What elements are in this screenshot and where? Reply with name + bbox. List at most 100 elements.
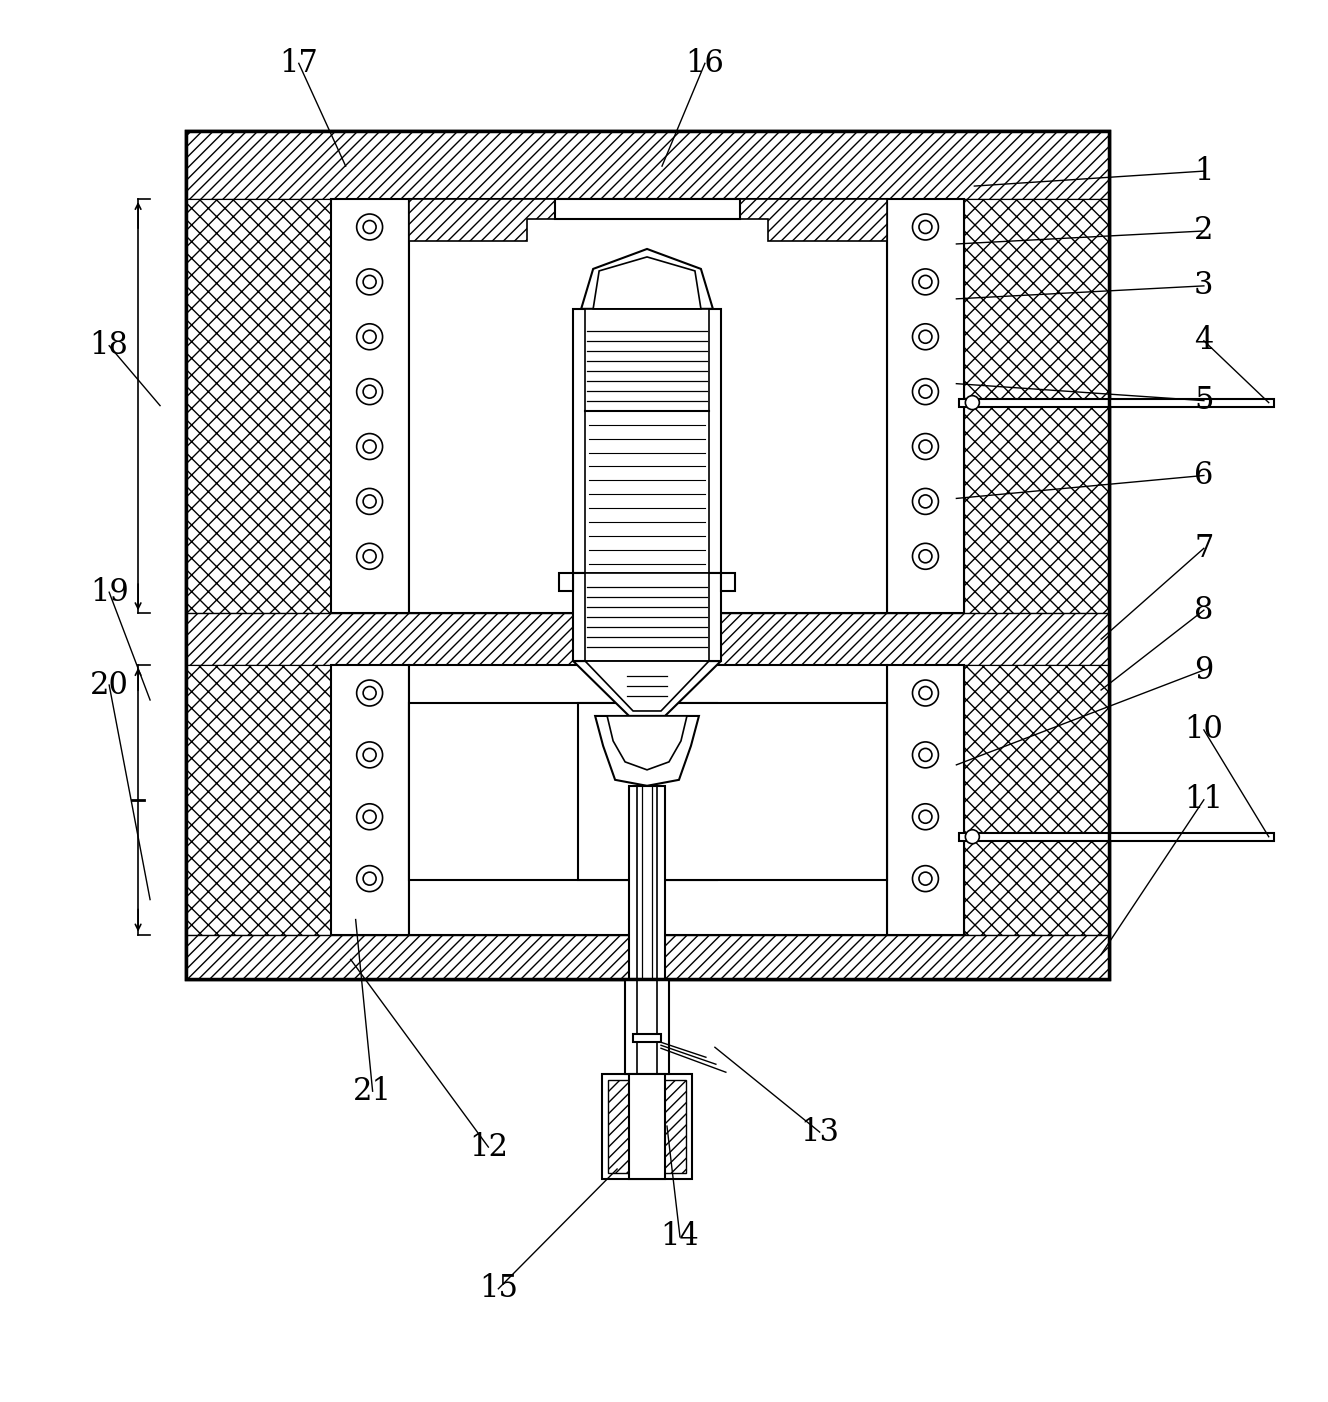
Bar: [629, 787, 665, 980]
Polygon shape: [582, 250, 713, 308]
Text: 15: 15: [479, 1273, 518, 1304]
Bar: [959, 398, 1274, 407]
Circle shape: [965, 395, 979, 409]
Circle shape: [363, 495, 376, 508]
Bar: [964, 199, 1109, 613]
Circle shape: [363, 810, 376, 823]
Text: 20: 20: [90, 670, 129, 701]
Circle shape: [919, 687, 932, 700]
Bar: [586, 573, 709, 662]
Bar: [959, 833, 1274, 841]
Circle shape: [912, 324, 939, 349]
Bar: [578, 702, 887, 879]
Circle shape: [919, 872, 932, 885]
Circle shape: [357, 803, 382, 830]
Circle shape: [357, 269, 382, 294]
Bar: [186, 132, 1109, 199]
Bar: [409, 199, 887, 613]
Circle shape: [912, 488, 939, 515]
Circle shape: [912, 215, 939, 240]
Circle shape: [363, 872, 376, 885]
Circle shape: [357, 379, 382, 405]
Bar: [331, 665, 409, 935]
Bar: [887, 199, 964, 613]
Bar: [964, 665, 1109, 935]
Circle shape: [357, 488, 382, 515]
Circle shape: [919, 550, 932, 562]
Circle shape: [912, 742, 939, 768]
Polygon shape: [607, 716, 687, 770]
Bar: [887, 665, 964, 935]
Circle shape: [363, 440, 376, 453]
Polygon shape: [740, 199, 887, 241]
Bar: [574, 308, 721, 573]
Bar: [331, 199, 409, 613]
Bar: [186, 613, 1109, 665]
Bar: [602, 1074, 692, 1179]
Circle shape: [919, 440, 932, 453]
Circle shape: [357, 680, 382, 707]
Bar: [186, 132, 1109, 980]
Circle shape: [357, 544, 382, 569]
Text: 8: 8: [1194, 594, 1214, 625]
Circle shape: [357, 865, 382, 892]
Text: 21: 21: [353, 1075, 392, 1106]
Text: 13: 13: [801, 1116, 839, 1148]
Text: 5: 5: [1194, 386, 1214, 416]
Circle shape: [912, 433, 939, 460]
Bar: [629, 1074, 665, 1179]
Polygon shape: [586, 662, 709, 711]
Polygon shape: [594, 257, 701, 308]
Bar: [409, 665, 887, 935]
Circle shape: [912, 544, 939, 569]
Circle shape: [919, 495, 932, 508]
Text: 7: 7: [1194, 533, 1214, 564]
Bar: [186, 665, 331, 935]
Text: 1: 1: [1194, 156, 1214, 186]
Circle shape: [363, 386, 376, 398]
Circle shape: [919, 749, 932, 761]
Bar: [574, 573, 721, 662]
Text: 6: 6: [1194, 460, 1214, 491]
Bar: [186, 132, 1109, 980]
Circle shape: [357, 215, 382, 240]
Bar: [625, 980, 669, 1074]
Circle shape: [919, 331, 932, 343]
Bar: [186, 199, 331, 613]
Text: 14: 14: [660, 1221, 700, 1252]
Polygon shape: [409, 199, 555, 241]
Circle shape: [363, 687, 376, 700]
Bar: [409, 702, 717, 879]
Polygon shape: [559, 573, 574, 592]
Bar: [608, 1080, 687, 1173]
Circle shape: [357, 324, 382, 349]
Polygon shape: [595, 716, 699, 787]
Circle shape: [363, 220, 376, 234]
Text: 2: 2: [1194, 216, 1214, 247]
Text: 11: 11: [1185, 784, 1223, 816]
Polygon shape: [721, 573, 734, 592]
Circle shape: [363, 275, 376, 289]
Circle shape: [363, 749, 376, 761]
Text: 10: 10: [1185, 715, 1223, 746]
Circle shape: [357, 742, 382, 768]
Text: 3: 3: [1194, 271, 1214, 301]
Text: 17: 17: [279, 48, 319, 79]
Circle shape: [919, 386, 932, 398]
Circle shape: [912, 803, 939, 830]
Circle shape: [919, 810, 932, 823]
Text: 19: 19: [90, 576, 129, 607]
Circle shape: [912, 680, 939, 707]
Circle shape: [363, 550, 376, 562]
Text: 4: 4: [1194, 325, 1214, 356]
Text: 12: 12: [469, 1131, 507, 1162]
Bar: [555, 199, 740, 219]
Bar: [586, 308, 709, 573]
Polygon shape: [574, 662, 721, 716]
Text: 16: 16: [685, 48, 724, 79]
Bar: [582, 613, 712, 665]
Circle shape: [912, 269, 939, 294]
Text: 9: 9: [1194, 655, 1214, 686]
Circle shape: [919, 220, 932, 234]
Circle shape: [919, 275, 932, 289]
